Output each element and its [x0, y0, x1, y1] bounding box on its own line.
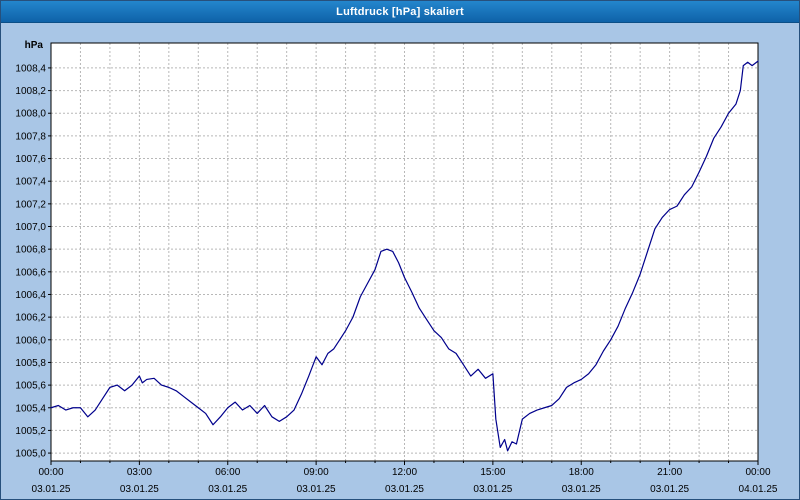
- y-tick-label: 1006,4: [15, 290, 46, 301]
- x-date-label: 03.01.25: [32, 484, 71, 495]
- y-tick-label: 1007,2: [15, 199, 46, 210]
- x-tick-label: 21:00: [657, 467, 682, 478]
- x-date-label: 03.01.25: [562, 484, 601, 495]
- y-tick-label: 1006,6: [15, 267, 46, 278]
- x-tick-label: 09:00: [304, 467, 329, 478]
- y-tick-label: 1005,4: [15, 403, 46, 414]
- y-tick-label: 1006,8: [15, 245, 46, 256]
- x-date-label: 03.01.25: [650, 484, 689, 495]
- chart-area: 1005,0 1005,2 1005,4 1005,6 1005,8 1006,0 1006…: [1, 23, 799, 499]
- y-axis-unit-label: hPa: [25, 40, 44, 51]
- x-tick-label: 15:00: [480, 467, 505, 478]
- pressure-line-chart: 1005,0 1005,2 1005,4 1005,6 1005,8 1006,0 1006…: [15, 40, 778, 495]
- x-date-label: 04.01.25: [739, 484, 778, 495]
- x-tick-label: 03:00: [127, 467, 152, 478]
- x-date-label: 03.01.25: [385, 484, 424, 495]
- y-tick-label: 1006,2: [15, 313, 46, 324]
- y-tick-label: 1005,2: [15, 426, 46, 437]
- x-tick-label: 00:00: [745, 467, 770, 478]
- x-tick-label: 06:00: [215, 467, 240, 478]
- y-tick-label: 1006,0: [15, 335, 46, 346]
- y-tick-label: 1008,4: [15, 63, 46, 74]
- y-tick-label: 1005,6: [15, 381, 46, 392]
- x-date-label: 03.01.25: [120, 484, 159, 495]
- x-date-label: 03.01.25: [297, 484, 336, 495]
- x-tick-label: 12:00: [392, 467, 417, 478]
- y-tick-label: 1007,0: [15, 222, 46, 233]
- x-date-label: 03.01.25: [473, 484, 512, 495]
- pressure-series-line: [50, 60, 759, 452]
- y-tick-label: 1008,0: [15, 109, 46, 120]
- y-tick-label: 1007,6: [15, 154, 46, 165]
- x-tick-label: 18:00: [569, 467, 594, 478]
- y-tick-label: 1005,0: [15, 449, 46, 460]
- y-tick-label: 1008,2: [15, 86, 46, 97]
- y-tick-label: 1007,8: [15, 131, 46, 142]
- window-titlebar[interactable]: Luftdruck [hPa] skaliert: [1, 1, 799, 23]
- x-date-label: 03.01.25: [208, 484, 247, 495]
- window-title: Luftdruck [hPa] skaliert: [336, 5, 464, 18]
- y-tick-label: 1005,8: [15, 358, 46, 369]
- y-tick-label: 1007,4: [15, 177, 46, 188]
- x-tick-label: 00:00: [38, 467, 63, 478]
